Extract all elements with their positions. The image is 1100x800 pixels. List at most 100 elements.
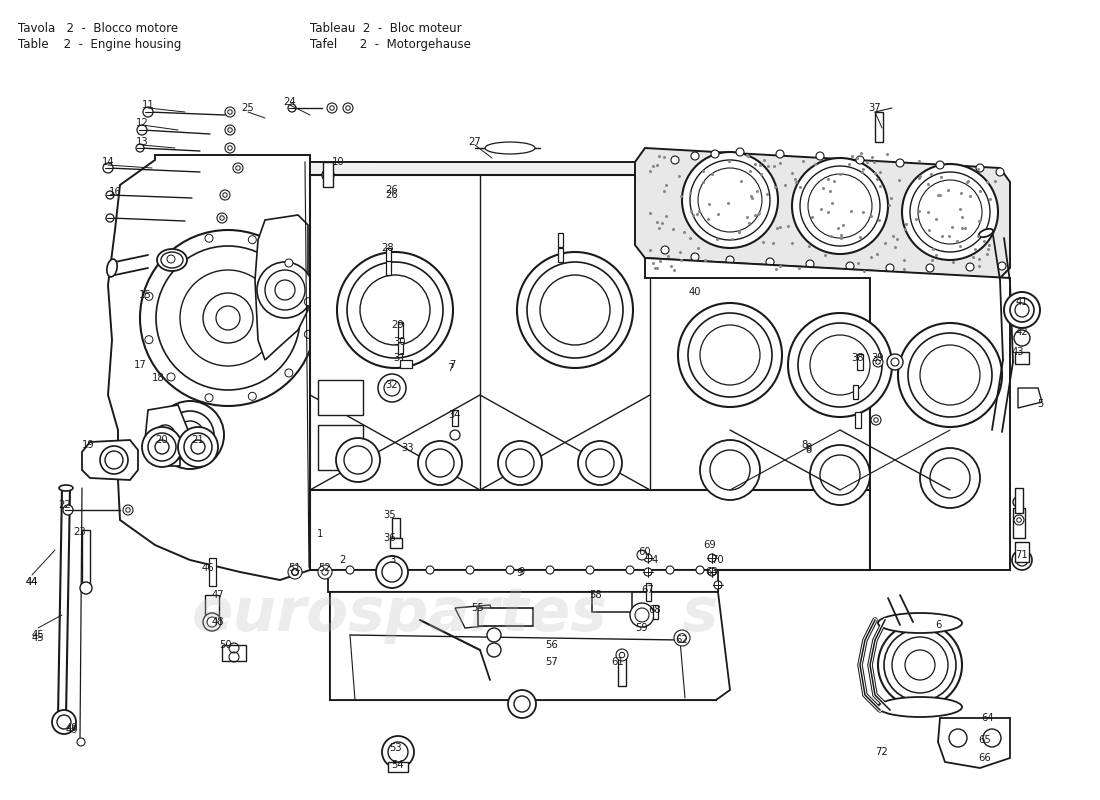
Text: 3: 3 [389,555,395,565]
Text: 43: 43 [1012,347,1024,357]
Text: 46: 46 [201,563,214,573]
Circle shape [726,256,734,264]
Circle shape [322,169,334,181]
Circle shape [378,374,406,402]
Bar [852,385,858,399]
Circle shape [856,156,864,164]
Text: 48: 48 [211,617,224,627]
Circle shape [382,736,414,768]
Text: 56: 56 [546,640,559,650]
Bar [340,605,706,687]
Text: 52: 52 [319,563,331,573]
Circle shape [878,623,962,707]
Circle shape [886,264,894,272]
Circle shape [226,125,235,135]
Circle shape [337,252,453,368]
Bar [857,354,864,370]
Circle shape [204,613,221,631]
Circle shape [226,107,235,117]
Circle shape [671,156,679,164]
Circle shape [546,566,554,574]
Bar [398,322,403,338]
Circle shape [920,448,980,508]
Text: s: s [682,586,718,645]
Bar [318,425,363,470]
Bar [646,583,651,601]
Text: Tavola   2  -  Blocco motore: Tavola 2 - Blocco motore [18,22,178,35]
Circle shape [318,565,332,579]
Text: 57: 57 [546,657,559,667]
Circle shape [678,634,686,642]
Circle shape [205,394,213,402]
Text: Tableau  2  -  Bloc moteur: Tableau 2 - Bloc moteur [310,22,462,35]
Text: 15: 15 [139,290,152,300]
Circle shape [386,566,394,574]
Text: 14: 14 [101,157,114,167]
Circle shape [145,292,153,300]
Text: eurospartes: eurospartes [192,586,608,645]
Text: 68: 68 [649,605,661,615]
Circle shape [810,445,870,505]
Circle shape [52,710,76,734]
Circle shape [578,441,621,485]
Bar [388,762,408,772]
Polygon shape [255,215,308,360]
Bar [392,518,400,538]
Circle shape [517,252,632,368]
Circle shape [343,103,353,113]
Polygon shape [938,718,1010,768]
Circle shape [508,690,536,718]
Text: 38: 38 [851,353,865,363]
Bar [398,342,403,354]
Circle shape [336,438,380,482]
Text: 32: 32 [386,380,398,390]
Circle shape [167,373,175,381]
Circle shape [143,107,153,117]
Text: 22: 22 [58,500,72,510]
Circle shape [626,566,634,574]
Bar [82,530,90,585]
Circle shape [466,566,474,574]
Polygon shape [1018,388,1042,408]
Text: 53: 53 [388,743,401,753]
Circle shape [998,262,1006,270]
Text: 63: 63 [706,567,718,577]
Bar [310,175,870,565]
Text: 1: 1 [317,529,323,539]
Bar [209,558,216,586]
Text: 44: 44 [25,577,39,587]
Circle shape [346,566,354,574]
Circle shape [776,150,784,158]
Circle shape [887,354,903,370]
Circle shape [145,336,153,344]
Text: 20: 20 [156,435,168,445]
Circle shape [156,401,224,469]
Bar [1015,542,1028,562]
Text: 42: 42 [1015,327,1028,337]
Text: 11: 11 [142,100,154,110]
Circle shape [949,729,967,747]
Text: 24: 24 [284,97,296,107]
Circle shape [506,566,514,574]
Ellipse shape [107,259,118,277]
Bar [1015,488,1023,513]
Bar [618,658,626,686]
Circle shape [142,427,182,467]
Circle shape [976,164,984,172]
Circle shape [100,446,128,474]
Circle shape [418,441,462,485]
Text: 49: 49 [66,723,78,733]
Circle shape [1004,292,1040,328]
Text: 9: 9 [517,568,524,578]
Circle shape [644,568,652,576]
Text: 65: 65 [979,735,991,745]
Circle shape [305,298,312,306]
Text: 50: 50 [219,640,231,650]
Text: 35: 35 [384,510,396,520]
Text: 6: 6 [935,620,942,630]
Circle shape [426,566,434,574]
Ellipse shape [979,229,993,237]
Circle shape [167,255,175,263]
Circle shape [450,430,460,440]
Bar [400,360,412,368]
